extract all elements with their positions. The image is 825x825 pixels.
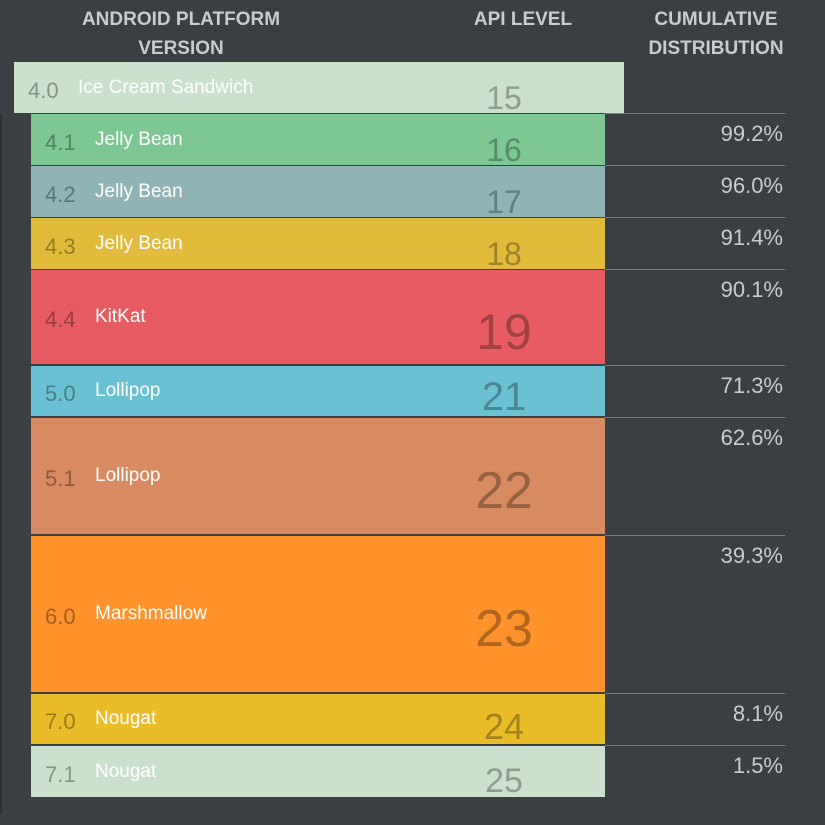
row-codename: Jelly Bean bbox=[95, 232, 183, 254]
header-cum-line1: CUMULATIVE bbox=[654, 9, 778, 30]
row-version: 7.1 bbox=[45, 761, 76, 787]
table-row: 7.0 Nougat 24 bbox=[31, 694, 605, 744]
table-row: 7.1 Nougat 25 bbox=[31, 746, 605, 797]
row-cumulative-value: 8.1% bbox=[732, 701, 783, 726]
header-version: ANDROID PLATFORM VERSION bbox=[56, 5, 306, 63]
row-version: 5.1 bbox=[45, 466, 76, 491]
row-separator bbox=[605, 269, 785, 270]
row-codename: KitKat bbox=[95, 306, 146, 327]
row-separator bbox=[605, 745, 785, 746]
row-version: 4.0 bbox=[28, 77, 59, 103]
row-codename: Nougat bbox=[95, 760, 157, 782]
row-api-level: 22 bbox=[475, 461, 533, 520]
row-codename: Lollipop bbox=[95, 380, 161, 401]
header-version-line2: VERSION bbox=[138, 38, 224, 59]
table-row: 4.0 Ice Cream Sandwich 15 bbox=[14, 62, 624, 113]
row-version: 7.0 bbox=[45, 709, 76, 734]
row-codename: Jelly Bean bbox=[95, 180, 183, 202]
row-separator bbox=[605, 535, 785, 536]
row-separator bbox=[605, 113, 785, 114]
row-codename: Ice Cream Sandwich bbox=[78, 76, 254, 98]
row-version: 4.3 bbox=[45, 233, 76, 259]
row-separator bbox=[605, 417, 785, 418]
row-api-level: 23 bbox=[475, 599, 533, 658]
row-api-level: 18 bbox=[486, 235, 522, 269]
row-separator bbox=[605, 217, 785, 218]
row-cumulative-value: 62.6% bbox=[720, 425, 783, 450]
table-row: 4.3 Jelly Bean 18 bbox=[31, 218, 605, 269]
row-api-level: 21 bbox=[481, 374, 527, 416]
row-cumulative-value: 90.1% bbox=[720, 277, 783, 302]
row-separator bbox=[605, 165, 785, 166]
table-row: 4.4 KitKat 19 bbox=[31, 270, 605, 364]
row-version: 5.0 bbox=[45, 381, 76, 406]
row-version: 6.0 bbox=[45, 604, 76, 629]
table-row: 4.2 Jelly Bean 17 bbox=[31, 166, 605, 217]
row-cumulative-value: 96.0% bbox=[720, 173, 783, 198]
row-cumulative-value: 91.4% bbox=[720, 225, 783, 250]
row-api-level: 24 bbox=[483, 705, 525, 744]
row-codename: Lollipop bbox=[95, 465, 161, 486]
row-api-level: 19 bbox=[476, 303, 532, 360]
left-border bbox=[0, 114, 2, 814]
table-row: 6.0 Marshmallow 23 bbox=[31, 536, 605, 692]
header-cum-line2: DISTRIBUTION bbox=[648, 38, 784, 59]
row-version: 4.4 bbox=[45, 307, 76, 332]
row-cumulative-value: 1.5% bbox=[732, 753, 783, 778]
row-codename: Marshmallow bbox=[95, 603, 207, 624]
row-codename: Jelly Bean bbox=[95, 128, 183, 150]
table-row: 4.1 Jelly Bean 16 bbox=[31, 114, 605, 165]
table-row: 5.0 Lollipop 21 bbox=[31, 366, 605, 416]
row-version: 4.1 bbox=[45, 129, 76, 155]
row-separator bbox=[605, 365, 785, 366]
row-api-level: 15 bbox=[486, 79, 522, 113]
row-cumulative-value: 39.3% bbox=[720, 543, 783, 568]
header-api-level: API LEVEL bbox=[458, 5, 588, 34]
row-version: 4.2 bbox=[45, 181, 76, 207]
row-cumulative-value: 99.2% bbox=[720, 121, 783, 146]
row-api-level: 25 bbox=[485, 761, 523, 797]
row-codename: Nougat bbox=[95, 708, 157, 729]
row-separator bbox=[605, 693, 785, 694]
header-cumulative: CUMULATIVE DISTRIBUTION bbox=[630, 5, 802, 63]
header-version-line1: ANDROID PLATFORM bbox=[81, 9, 281, 30]
row-api-level: 16 bbox=[486, 131, 522, 165]
row-cumulative-value: 71.3% bbox=[720, 373, 783, 398]
table-row: 5.1 Lollipop 22 bbox=[31, 418, 605, 534]
header-api-label: API LEVEL bbox=[473, 9, 573, 30]
row-api-level: 17 bbox=[486, 183, 522, 217]
